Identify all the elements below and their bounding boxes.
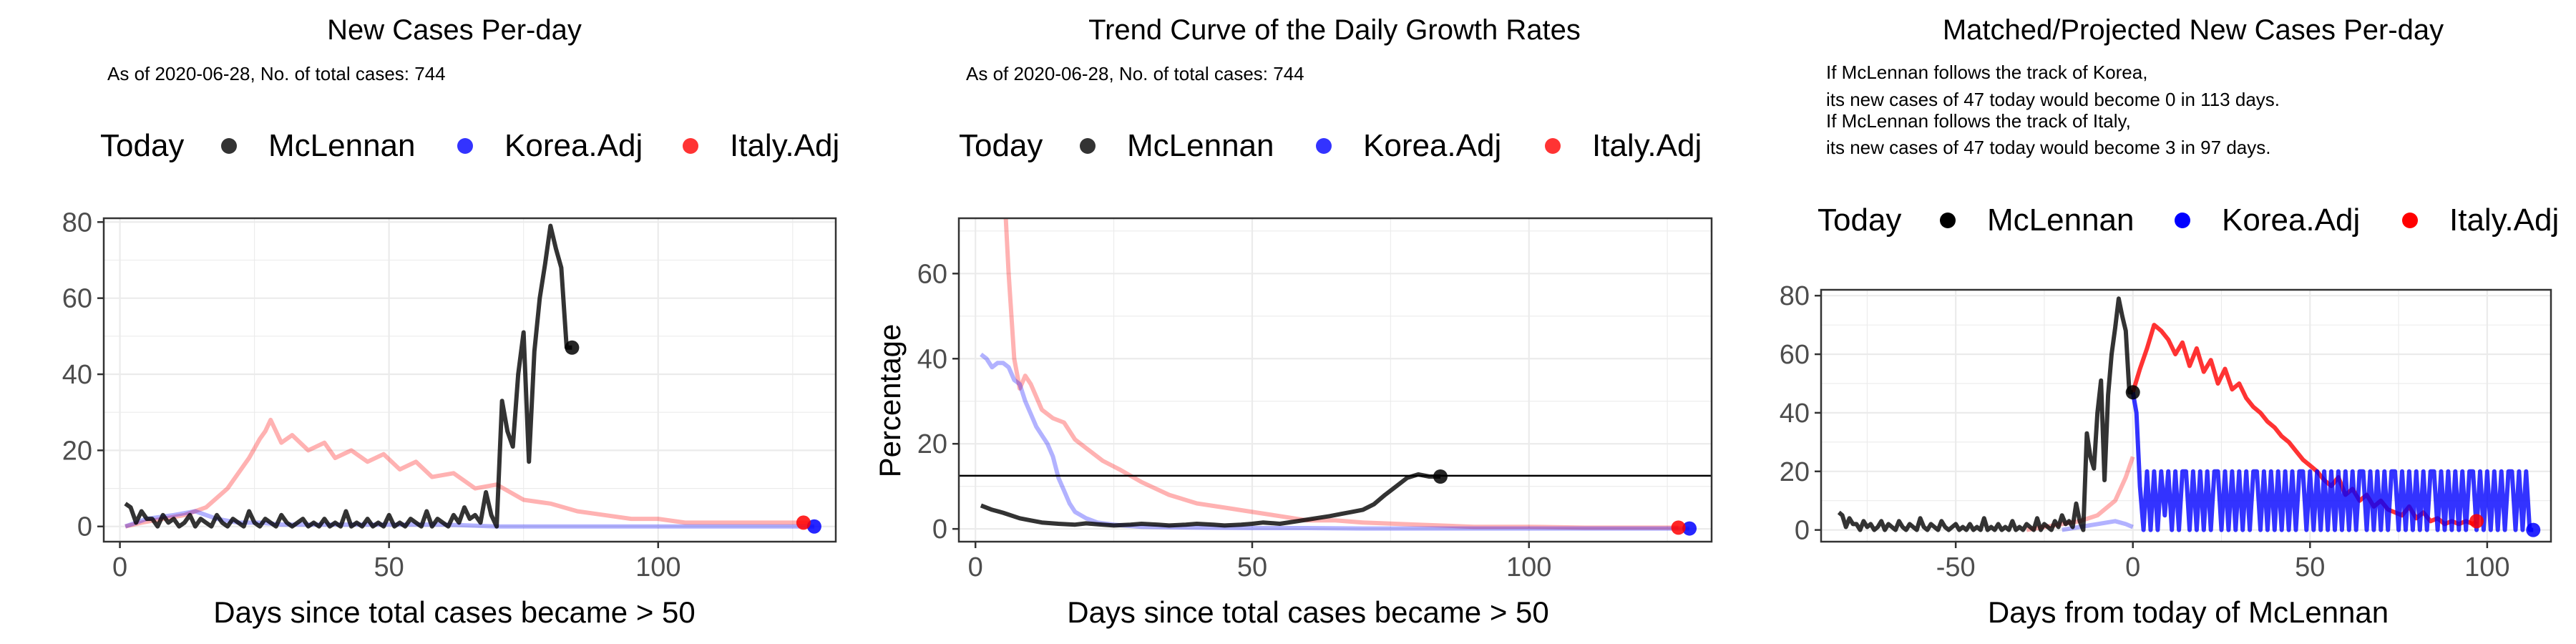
legend-key-korea (457, 138, 473, 154)
x-tick-label: -50 (1936, 552, 1976, 582)
series-line-mclennan (124, 223, 572, 529)
series-line-mclennan (1837, 296, 2133, 532)
y-tick-label: 20 (62, 436, 92, 466)
panel-3-title: Matched/Projected New Cases Per-day (1943, 14, 2444, 46)
y-tick-label: 20 (1780, 457, 1810, 487)
x-tick-label: 50 (1237, 552, 1267, 582)
y-tick-label: 0 (932, 514, 947, 545)
y-tick-label: 80 (62, 208, 92, 238)
panel-2-ylabel: Percentage (873, 324, 907, 478)
legend-label-mclennan: McLennan (1987, 203, 2134, 238)
today-point-mclennan (2125, 385, 2140, 400)
y-tick-label: 0 (77, 512, 92, 542)
legend-key-mclennan (1940, 213, 1956, 228)
panel-projected: Matched/Projected New Cases Per-day If M… (1818, 14, 2559, 629)
panel-3-xlabel: Days from today of McLennan (1988, 595, 2389, 629)
legend-key-korea (2175, 213, 2190, 228)
y-tick-label: 40 (62, 360, 92, 390)
today-point-italy-adj (2469, 514, 2484, 529)
panel-border (102, 217, 837, 543)
legend-label-italy: Italy.Adj (1592, 128, 1702, 163)
panel-1-title: New Cases Per-day (327, 14, 582, 46)
panel-2-legend: Today McLennan Korea.Adj Italy.Adj (959, 128, 1702, 163)
panel-new-cases: New Cases Per-day As of 2020-06-28, No. … (100, 14, 839, 629)
legend-title: Today (959, 128, 1043, 163)
today-point-korea-adj (1682, 521, 1697, 536)
panel-2-note: As of 2020-06-28, No. of total cases: 74… (966, 63, 1304, 84)
panel-1-xlabel: Days since total cases became > 50 (213, 595, 696, 629)
legend-key-korea (1316, 138, 1332, 154)
y-tick-label: 60 (917, 259, 947, 289)
panel-growth-rates: Trend Curve of the Daily Growth Rates As… (873, 14, 1702, 629)
today-point-mclennan (1433, 469, 1448, 484)
today-point-italy-adj (1671, 520, 1686, 535)
legend-label-mclennan: McLennan (1127, 128, 1274, 163)
y-tick-label: 60 (1780, 340, 1810, 370)
plot-panel-2: 0 50 100 0 20 40 60 (917, 217, 1713, 582)
plot-panel-3: -50 0 50 100 0 20 40 60 80 (1780, 281, 2552, 582)
legend-key-mclennan (221, 138, 237, 154)
legend-title: Today (100, 128, 184, 163)
legend-label-korea: Korea.Adj (1363, 128, 1501, 163)
y-tick-label: 40 (917, 344, 947, 374)
panel-3-note-line-2: its new cases of 47 today would become 0… (1826, 89, 2280, 110)
legend-key-mclennan (1080, 138, 1096, 154)
panel-border (1820, 288, 2552, 543)
panel-3-legend: Today McLennan Korea.Adj Italy.Adj (1818, 203, 2559, 238)
y-tick-label: 0 (1795, 516, 1810, 546)
plot-layer: 0 50 100 0 20 40 60 80 0 50 100 0 20 40 60 -50 0 50 100 0 20… (62, 208, 2552, 582)
y-tick-label: 20 (917, 429, 947, 459)
series-line-italy-adj (1003, 218, 1679, 530)
series-line-italy-adj (125, 417, 809, 529)
today-point-italy-adj (796, 515, 811, 530)
legend-label-italy: Italy.Adj (2449, 203, 2559, 238)
today-point-korea-adj (806, 519, 821, 534)
legend-label-italy: Italy.Adj (730, 128, 839, 163)
series-line-korea-adj (2130, 391, 2534, 532)
panel-2-xlabel: Days since total cases became > 50 (1067, 595, 1549, 629)
plot-panel-1: 0 50 100 0 20 40 60 80 (62, 208, 837, 582)
x-tick-label: 50 (2295, 552, 2325, 582)
panel-3-note-line-1: If McLennan follows the track of Korea, (1826, 62, 2147, 83)
y-tick-label: 40 (1780, 399, 1810, 429)
x-tick-label: 50 (374, 552, 404, 582)
x-tick-label: 100 (1506, 552, 1551, 582)
x-tick-label: 0 (112, 552, 127, 582)
panel-3-note-line-3: If McLennan follows the track of Italy, (1826, 110, 2131, 132)
panel-border (957, 217, 1713, 543)
panel-3-note-line-4: its new cases of 47 today would become 3… (1826, 137, 2270, 158)
series-line-mclennan (980, 472, 1440, 528)
x-tick-label: 0 (2125, 552, 2140, 582)
y-tick-label: 80 (1780, 281, 1810, 311)
panel-1-note: As of 2020-06-28, No. of total cases: 74… (107, 63, 446, 84)
x-tick-label: 100 (2464, 552, 2509, 582)
panel-1-legend: Today McLennan Korea.Adj Italy.Adj (100, 128, 839, 163)
legend-label-korea: Korea.Adj (504, 128, 643, 163)
series-line-korea-adj (980, 352, 1690, 531)
legend-key-italy (2402, 213, 2418, 228)
today-point-mclennan (565, 340, 580, 355)
legend-key-italy (683, 138, 698, 154)
legend-label-mclennan: McLennan (268, 128, 415, 163)
series-line-korea-adj-past (2062, 519, 2134, 532)
y-tick-label: 60 (62, 284, 92, 314)
today-point-korea-adj (2526, 522, 2541, 537)
legend-key-italy (1545, 138, 1561, 154)
x-tick-label: 100 (635, 552, 680, 582)
panel-2-title: Trend Curve of the Daily Growth Rates (1088, 14, 1581, 46)
legend-label-korea: Korea.Adj (2222, 203, 2360, 238)
legend-title: Today (1818, 203, 1901, 238)
x-tick-label: 0 (968, 552, 983, 582)
